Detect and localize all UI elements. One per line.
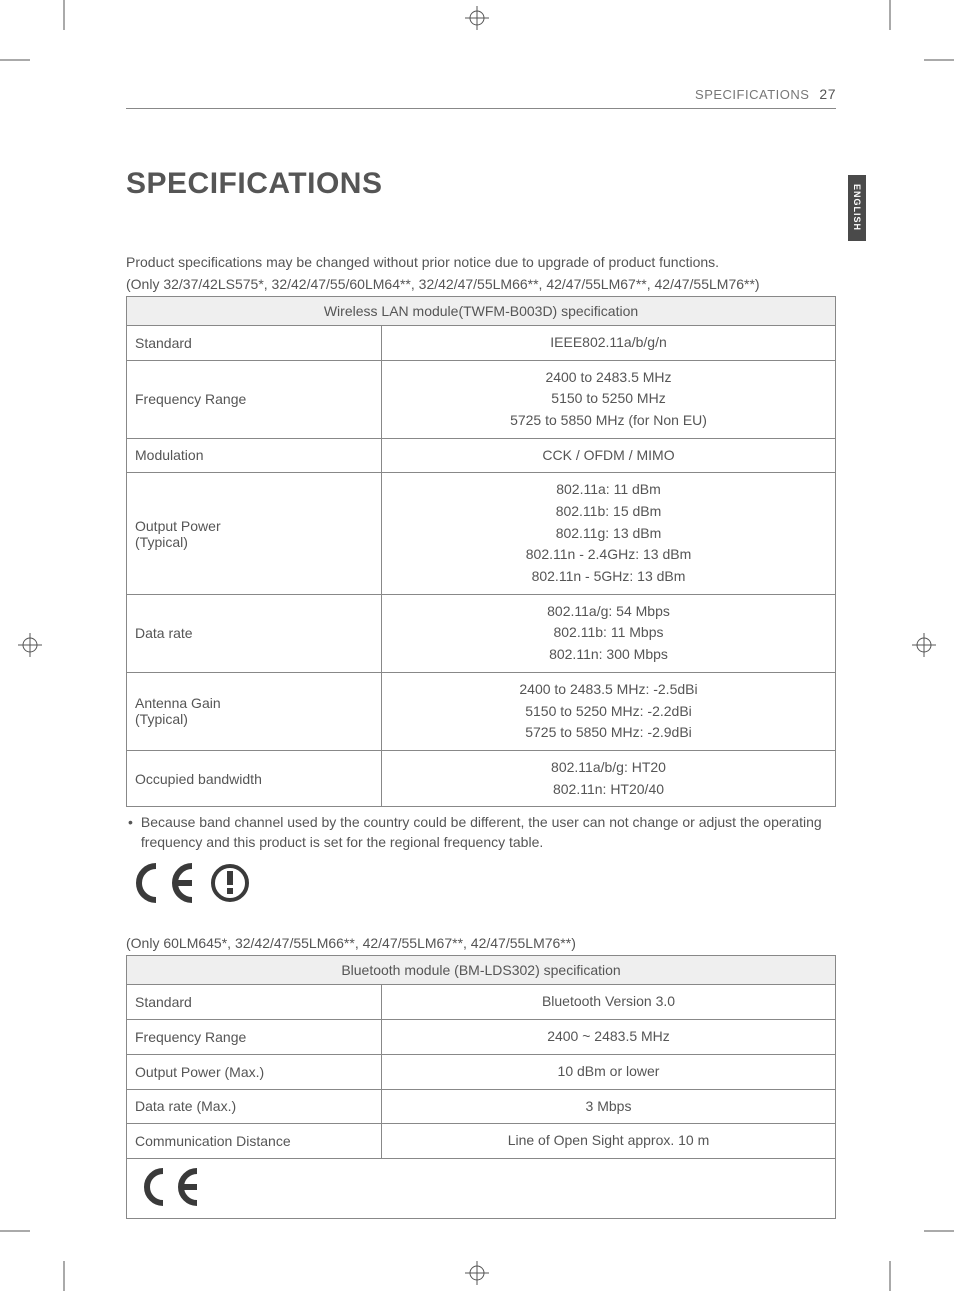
bt-power-value: 10 dBm or lower: [382, 1054, 836, 1089]
ce-mark-icon: [135, 1167, 205, 1207]
header-section: SPECIFICATIONS: [695, 87, 809, 102]
wlan-spec-table: Wireless LAN module(TWFM-B003D) specific…: [126, 296, 836, 807]
wlan-gain-value: 2400 to 2483.5 MHz: -2.5dBi5150 to 5250 …: [382, 672, 836, 750]
bt-freq-value: 2400 ~ 2483.5 MHz: [382, 1020, 836, 1055]
running-header: SPECIFICATIONS 27: [126, 86, 836, 109]
wlan-standard-value: IEEE802.11a/b/g/n: [382, 325, 836, 360]
bt-dist-value: Line of Open Sight approx. 10 m: [382, 1124, 836, 1159]
page-title: SPECIFICATIONS: [126, 167, 836, 201]
bt-models-note: (Only 60LM645*, 32/42/47/55LM66**, 42/47…: [126, 935, 836, 951]
bt-freq-label: Frequency Range: [127, 1020, 382, 1055]
wlan-models-note: (Only 32/37/42LS575*, 32/42/47/55/60LM64…: [126, 276, 836, 292]
wlan-freq-label: Frequency Range: [127, 360, 382, 438]
page-content: SPECIFICATIONS 27 SPECIFICATIONS Product…: [126, 86, 836, 1221]
wlan-footnote: • Because band channel used by the count…: [128, 813, 836, 852]
wlan-mod-label: Modulation: [127, 438, 382, 473]
bt-power-label: Output Power (Max.): [127, 1054, 382, 1089]
wlan-mod-value: CCK / OFDM / MIMO: [382, 438, 836, 473]
bt-rate-label: Data rate (Max.): [127, 1089, 382, 1124]
bt-dist-label: Communication Distance: [127, 1124, 382, 1159]
bt-rate-value: 3 Mbps: [382, 1089, 836, 1124]
bt-standard-label: Standard: [127, 985, 382, 1020]
intro-text: Product specifications may be changed wi…: [126, 253, 836, 272]
bt-standard-value: Bluetooth Version 3.0: [382, 985, 836, 1020]
bt-spec-table: Bluetooth module (BM-LDS302) specificati…: [126, 955, 836, 1218]
ce-alert-mark: [126, 862, 836, 909]
wlan-rate-label: Data rate: [127, 594, 382, 672]
wlan-bw-label: Occupied bandwidth: [127, 750, 382, 806]
page-number: 27: [819, 86, 836, 102]
language-tab: ENGLISH: [848, 175, 866, 241]
wlan-footnote-text: Because band channel used by the country…: [141, 813, 836, 852]
wlan-power-value: 802.11a: 11 dBm802.11b: 15 dBm802.11g: 1…: [382, 473, 836, 594]
wlan-rate-value: 802.11a/g: 54 Mbps802.11b: 11 Mbps802.11…: [382, 594, 836, 672]
bullet-icon: •: [128, 813, 133, 852]
wlan-bw-value: 802.11a/b/g: HT20802.11n: HT20/40: [382, 750, 836, 806]
bt-table-title: Bluetooth module (BM-LDS302) specificati…: [127, 956, 836, 985]
wlan-gain-label: Antenna Gain(Typical): [127, 672, 382, 750]
wlan-table-title: Wireless LAN module(TWFM-B003D) specific…: [127, 296, 836, 325]
wlan-freq-value: 2400 to 2483.5 MHz5150 to 5250 MHz5725 t…: [382, 360, 836, 438]
wlan-standard-label: Standard: [127, 325, 382, 360]
wlan-power-label: Output Power(Typical): [127, 473, 382, 594]
